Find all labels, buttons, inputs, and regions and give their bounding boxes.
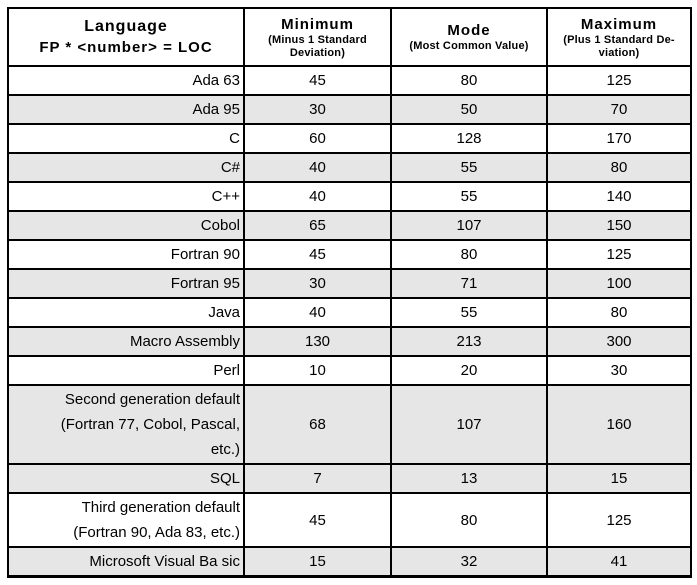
max-cell: 100	[546, 268, 692, 299]
mode-cell: 55	[390, 181, 548, 212]
fp-loc-conversion-table: Language FP * <number> = LOC Minimum (Mi…	[7, 7, 692, 578]
min-cell: 65	[243, 210, 392, 241]
max-cell: 70	[546, 94, 692, 125]
table-row: SQL 7 13 15	[7, 463, 692, 494]
header-minimum-subtitle: (Minus 1 Standard Deviation)	[268, 33, 367, 59]
table-row: Second generation default (Fortran 77, C…	[7, 384, 692, 465]
mode-cell: 71	[390, 268, 548, 299]
language-cell: Ada 63	[7, 65, 245, 96]
language-cell: Microsoft Visual Ba sic	[7, 546, 245, 578]
max-cell: 140	[546, 181, 692, 212]
min-cell: 30	[243, 268, 392, 299]
header-mode: Mode (Most Common Value)	[390, 7, 548, 67]
max-cell: 300	[546, 326, 692, 357]
table-row: Microsoft Visual Ba sic 15 32 41	[7, 546, 692, 578]
min-cell: 7	[243, 463, 392, 494]
mode-cell: 213	[390, 326, 548, 357]
mode-cell: 20	[390, 355, 548, 386]
min-cell: 68	[243, 384, 392, 465]
min-cell: 15	[243, 546, 392, 578]
header-minimum-title: Minimum	[281, 15, 354, 33]
min-cell: 40	[243, 152, 392, 183]
max-cell: 170	[546, 123, 692, 154]
language-cell: C++	[7, 181, 245, 212]
min-cell: 10	[243, 355, 392, 386]
language-cell: Cobol	[7, 210, 245, 241]
header-row: Language FP * <number> = LOC Minimum (Mi…	[7, 7, 692, 67]
mode-cell: 107	[390, 210, 548, 241]
min-cell: 60	[243, 123, 392, 154]
language-cell: C	[7, 123, 245, 154]
min-cell: 40	[243, 181, 392, 212]
max-cell: 41	[546, 546, 692, 578]
max-cell: 125	[546, 65, 692, 96]
max-cell: 80	[546, 152, 692, 183]
header-minimum: Minimum (Minus 1 Standard Deviation)	[243, 7, 392, 67]
mode-cell: 107	[390, 384, 548, 465]
table-row: Fortran 95 30 71 100	[7, 268, 692, 299]
language-cell: Macro Assembly	[7, 326, 245, 357]
min-cell: 130	[243, 326, 392, 357]
language-cell: Ada 95	[7, 94, 245, 125]
language-cell: Third generation default (Fortran 90, Ad…	[7, 492, 245, 548]
table-body: Ada 63 45 80 125 Ada 95 30 50 70 C 60 128 170 C# 40 55…	[7, 65, 692, 578]
mode-cell: 80	[390, 239, 548, 270]
mode-cell: 13	[390, 463, 548, 494]
header-language: Language FP * <number> = LOC	[7, 7, 245, 67]
min-cell: 45	[243, 65, 392, 96]
max-cell: 80	[546, 297, 692, 328]
header-language-formula: FP * <number> = LOC	[39, 39, 213, 56]
language-cell: Perl	[7, 355, 245, 386]
table-row: Cobol 65 107 150	[7, 210, 692, 241]
language-cell: Fortran 95	[7, 268, 245, 299]
header-language-title: Language	[84, 18, 168, 35]
table-row: C 60 128 170	[7, 123, 692, 154]
header-maximum-title: Maximum	[580, 15, 658, 33]
table-row: Fortran 90 45 80 125	[7, 239, 692, 270]
mode-cell: 32	[390, 546, 548, 578]
table-row: Ada 63 45 80 125	[7, 65, 692, 96]
language-cell: Fortran 90	[7, 239, 245, 270]
mode-cell: 50	[390, 94, 548, 125]
max-cell: 125	[546, 492, 692, 548]
table-row: Third generation default (Fortran 90, Ad…	[7, 492, 692, 548]
mode-cell: 55	[390, 297, 548, 328]
max-cell: 15	[546, 463, 692, 494]
language-cell: Java	[7, 297, 245, 328]
min-cell: 30	[243, 94, 392, 125]
mode-cell: 128	[390, 123, 548, 154]
table-row: C# 40 55 80	[7, 152, 692, 183]
max-cell: 30	[546, 355, 692, 386]
max-cell: 125	[546, 239, 692, 270]
header-mode-title: Mode	[447, 22, 491, 39]
table-row: Perl 10 20 30	[7, 355, 692, 386]
min-cell: 40	[243, 297, 392, 328]
min-cell: 45	[243, 239, 392, 270]
max-cell: 150	[546, 210, 692, 241]
language-cell: Second generation default (Fortran 77, C…	[7, 384, 245, 465]
min-cell: 45	[243, 492, 392, 548]
header-maximum: Maximum (Plus 1 Standard De-viation)	[546, 7, 692, 67]
mode-cell: 55	[390, 152, 548, 183]
language-cell: C#	[7, 152, 245, 183]
table-row: Java 40 55 80	[7, 297, 692, 328]
language-cell: SQL	[7, 463, 245, 494]
header-mode-subtitle: (Most Common Value)	[409, 40, 529, 52]
table-row: Macro Assembly 130 213 300	[7, 326, 692, 357]
table-row: Ada 95 30 50 70	[7, 94, 692, 125]
mode-cell: 80	[390, 492, 548, 548]
table-row: C++ 40 55 140	[7, 181, 692, 212]
header-maximum-subtitle: (Plus 1 Standard De-viation)	[563, 33, 675, 59]
max-cell: 160	[546, 384, 692, 465]
mode-cell: 80	[390, 65, 548, 96]
